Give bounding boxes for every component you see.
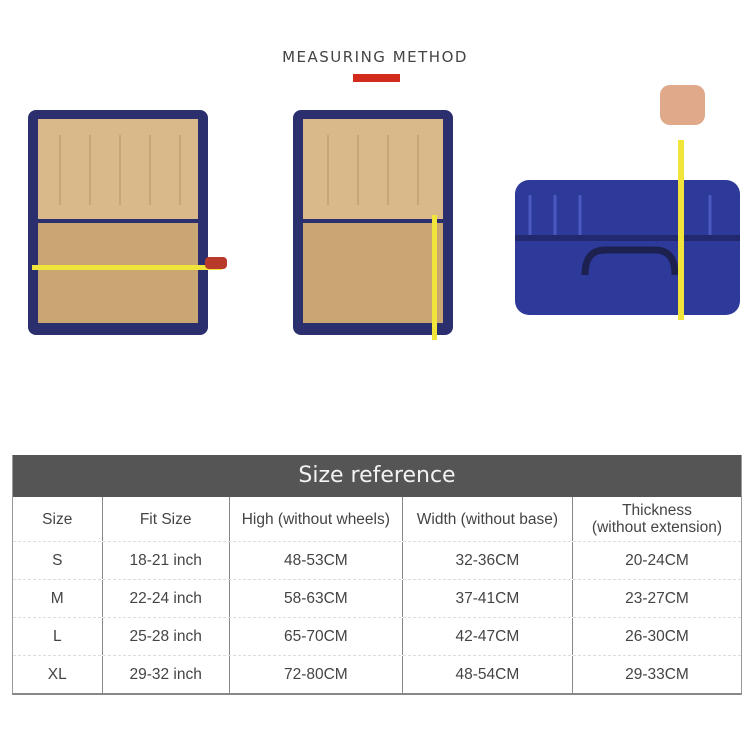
cell-size: S bbox=[52, 552, 63, 569]
cell-width: 37-41CM bbox=[401, 580, 572, 617]
cell-size: XL bbox=[47, 666, 67, 683]
cell-fit-size: 22-24 inch bbox=[101, 580, 229, 617]
header-width: Width (without base) bbox=[401, 497, 572, 541]
cell-fit-size: 29-32 inch bbox=[101, 656, 229, 693]
cell-high: 72-80CM bbox=[228, 656, 402, 693]
table-row: L 25-28 inch 65-70CM 42-47CM 26-30CM bbox=[13, 617, 741, 655]
cell-width: 32-36CM bbox=[401, 542, 572, 579]
cell-fit-size: 18-21 inch bbox=[101, 542, 229, 579]
cell-thickness: 23-27CM bbox=[571, 580, 741, 617]
measuring-method-heading: MEASURING METHOD bbox=[282, 48, 468, 66]
heading-accent-bar bbox=[353, 74, 400, 82]
header-size: Size bbox=[42, 510, 73, 528]
cell-thickness: 20-24CM bbox=[571, 542, 741, 579]
cell-high: 65-70CM bbox=[228, 618, 402, 655]
header-thickness-line1: Thickness bbox=[622, 502, 692, 519]
table-row: M 22-24 inch 58-63CM 37-41CM 23-27CM bbox=[13, 579, 741, 617]
header-fit-size: Fit Size bbox=[101, 497, 229, 541]
cell-width: 42-47CM bbox=[401, 618, 572, 655]
table-row: XL 29-32 inch 72-80CM 48-54CM 29-33CM bbox=[13, 655, 741, 693]
table-header-row: Size Fit Size High (without wheels) Widt… bbox=[13, 497, 741, 541]
cell-high: 48-53CM bbox=[228, 542, 402, 579]
closed-suitcase-thickness-measure-icon bbox=[515, 85, 740, 320]
cell-size: L bbox=[52, 628, 62, 645]
table-title: Size reference bbox=[13, 455, 741, 497]
cell-thickness: 26-30CM bbox=[571, 618, 741, 655]
open-suitcase-height-measure-icon bbox=[293, 110, 453, 340]
header-thickness-line2: (without extension) bbox=[591, 519, 722, 536]
header-high: High (without wheels) bbox=[228, 497, 402, 541]
cell-fit-size: 25-28 inch bbox=[101, 618, 229, 655]
cell-size: M bbox=[50, 590, 64, 607]
cell-thickness: 29-33CM bbox=[571, 656, 741, 693]
table-row: S 18-21 inch 48-53CM 32-36CM 20-24CM bbox=[13, 541, 741, 579]
cell-width: 48-54CM bbox=[401, 656, 572, 693]
size-reference-table: Size reference Size Fit Size High (witho… bbox=[12, 455, 742, 695]
header-thickness: Thickness (without extension) bbox=[571, 497, 741, 541]
open-suitcase-width-measure-icon bbox=[28, 110, 227, 335]
cell-high: 58-63CM bbox=[228, 580, 402, 617]
